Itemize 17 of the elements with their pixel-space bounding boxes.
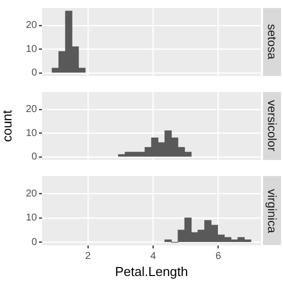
text: virginica [263, 176, 281, 246]
y-tick-label: 10 [26, 128, 38, 139]
y-axis-title: count [0, 110, 14, 142]
x-tick-label: 6 [216, 251, 222, 262]
y-tick-label: 0 [31, 236, 38, 248]
y-tick-label: 20 [26, 20, 38, 32]
text: setosa [263, 8, 281, 76]
x-axis-title: Petal.Length [114, 264, 188, 279]
y-tick-label: 10 [26, 44, 38, 55]
y-tick-label: 0 [31, 68, 38, 79]
x-tick-label: 2 [85, 251, 92, 262]
y-tick-label: 10 [26, 212, 38, 224]
x-tick-label: 4 [150, 251, 156, 262]
y-tick-label: 0 [31, 152, 38, 163]
y-tick-label: 20 [26, 188, 38, 200]
y-tick-label: 20 [26, 104, 38, 116]
text: versicolor [263, 92, 281, 160]
